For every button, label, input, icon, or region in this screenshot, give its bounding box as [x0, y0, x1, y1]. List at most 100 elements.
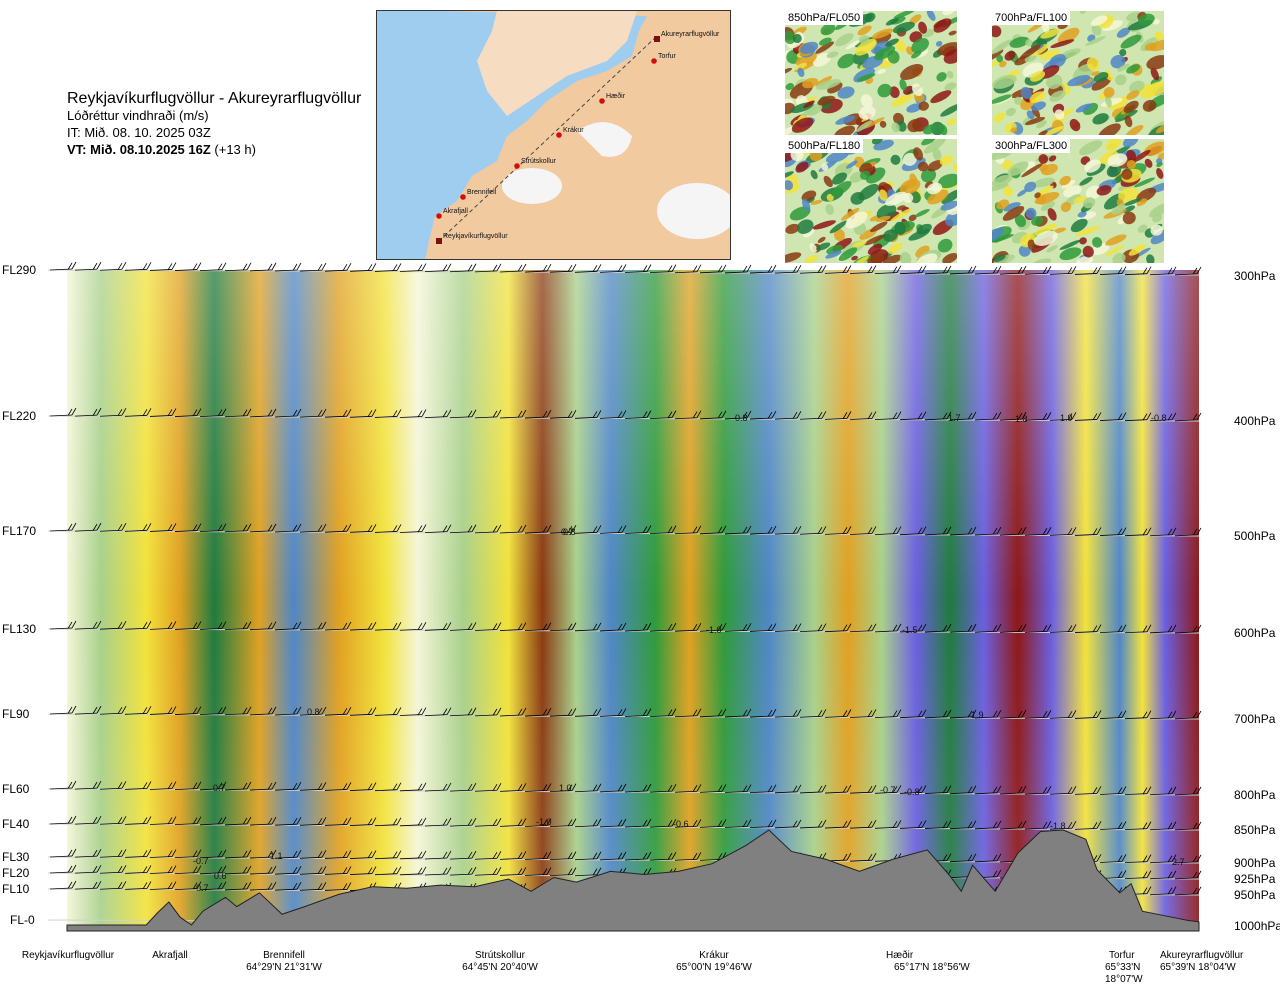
thumbnail-500hpa[interactable]: 500hPa/FL180 — [785, 139, 957, 263]
wind-barb — [374, 866, 402, 876]
wind-barb — [224, 816, 252, 826]
contour-label: -0.7 — [880, 785, 896, 795]
wind-barb — [224, 523, 252, 533]
wind-barb — [224, 621, 252, 631]
wind-barb — [199, 781, 227, 791]
wind-barb — [224, 408, 252, 418]
wind-barb — [424, 409, 452, 419]
wind-barb — [974, 820, 1002, 830]
contour-label: -1.0 — [536, 817, 552, 827]
wind-barb — [724, 410, 752, 420]
wind-barb — [299, 523, 327, 533]
wind-barb — [124, 816, 152, 825]
wind-barb — [324, 882, 352, 891]
wind-barb — [399, 409, 427, 418]
wind-barb — [999, 624, 1027, 633]
pressure-label: 850hPa — [1234, 823, 1276, 837]
wind-barb — [1124, 266, 1152, 276]
wind-barb — [824, 784, 852, 794]
map-waypoint-label: Hæðir — [606, 92, 626, 100]
wind-barb — [174, 523, 202, 532]
wind-barb — [324, 524, 352, 533]
wind-barb — [474, 851, 502, 860]
wind-barb — [349, 263, 377, 272]
wind-barb — [324, 866, 352, 875]
wind-barb — [774, 410, 802, 420]
wind-barb — [699, 264, 727, 274]
wind-barb — [1124, 624, 1152, 634]
wind-barb — [274, 523, 302, 533]
wind-barb — [924, 709, 952, 719]
fl-label: FL170 — [2, 524, 37, 538]
wind-barb — [949, 265, 977, 275]
wind-barb — [74, 864, 102, 874]
wind-barb — [699, 525, 727, 535]
thumbnail-850hpa[interactable]: 850hPa/FL050 — [785, 11, 957, 135]
station-name: Brennifell — [263, 950, 305, 961]
wind-barb — [74, 815, 102, 825]
wind-barb — [549, 783, 577, 793]
wind-barb — [549, 263, 577, 273]
terrain-profile — [66, 829, 1200, 932]
wind-barb — [174, 408, 202, 417]
wind-barb — [1024, 624, 1052, 633]
wind-barb — [99, 849, 127, 858]
wind-barb — [1074, 266, 1102, 275]
wind-barb — [1099, 710, 1127, 719]
wind-barb — [149, 621, 177, 630]
thumbnail-700hpa[interactable]: 700hPa/FL100 — [992, 11, 1164, 135]
wind-barb — [449, 817, 477, 827]
wind-barb — [299, 262, 327, 272]
wind-barb — [1024, 820, 1052, 830]
wind-barb — [349, 782, 377, 791]
wind-barb — [474, 707, 502, 717]
wind-barb — [824, 265, 852, 274]
wind-barb — [1149, 854, 1177, 864]
contour-label: -1.5 — [902, 625, 918, 635]
wind-barb — [324, 817, 352, 826]
wind-barb — [399, 622, 427, 631]
wind-barb — [174, 706, 202, 715]
thumbnail-300hpa[interactable]: 300hPa/FL300 — [992, 139, 1164, 263]
wind-barb — [74, 407, 102, 417]
wind-barb — [99, 865, 127, 874]
contour-label: 1.7 — [948, 413, 961, 423]
contour-label: 2.7 — [1172, 857, 1185, 867]
thumbnail-500hpa-label: 500hPa/FL180 — [785, 139, 864, 153]
wind-barb — [699, 784, 727, 793]
wind-barb — [624, 525, 652, 534]
wind-barb — [249, 706, 277, 716]
wind-barb — [374, 263, 402, 272]
thumbnail-300hpa-label: 300hPa/FL300 — [992, 139, 1071, 153]
wind-barb — [724, 623, 752, 632]
wind-barb — [224, 781, 252, 791]
wind-barb — [524, 867, 552, 876]
wind-barb — [399, 866, 427, 876]
wind-barb — [774, 264, 802, 274]
fl-label: FL10 — [2, 882, 30, 896]
wind-barb — [274, 849, 302, 859]
wind-barb — [49, 407, 77, 417]
station-coord: 65°00'N 19°46'W — [676, 962, 752, 973]
wind-barb — [674, 784, 702, 793]
wind-barb — [1024, 710, 1052, 719]
contour-label: -1.0 — [706, 625, 722, 635]
wind-barb — [624, 708, 652, 717]
map-waypoint-label: Akrafjall — [443, 208, 468, 215]
wind-barb — [99, 262, 127, 271]
wind-barb — [699, 623, 727, 632]
wind-barb — [1174, 527, 1202, 537]
wind-barb — [374, 817, 402, 827]
wind-barb — [1149, 527, 1177, 537]
wind-barb — [74, 848, 102, 858]
wind-barb — [149, 865, 177, 874]
wind-barb — [424, 782, 452, 792]
station-coord: 64°29'N 21°31'W — [246, 962, 322, 973]
station-name: Reykjavíkurflugvöllur — [21, 950, 115, 961]
wind-barb — [149, 781, 177, 790]
wind-barb — [899, 820, 927, 829]
wind-barb — [199, 523, 227, 533]
wind-barb — [949, 623, 977, 633]
wind-barb — [174, 781, 202, 791]
wind-barb — [824, 411, 852, 420]
